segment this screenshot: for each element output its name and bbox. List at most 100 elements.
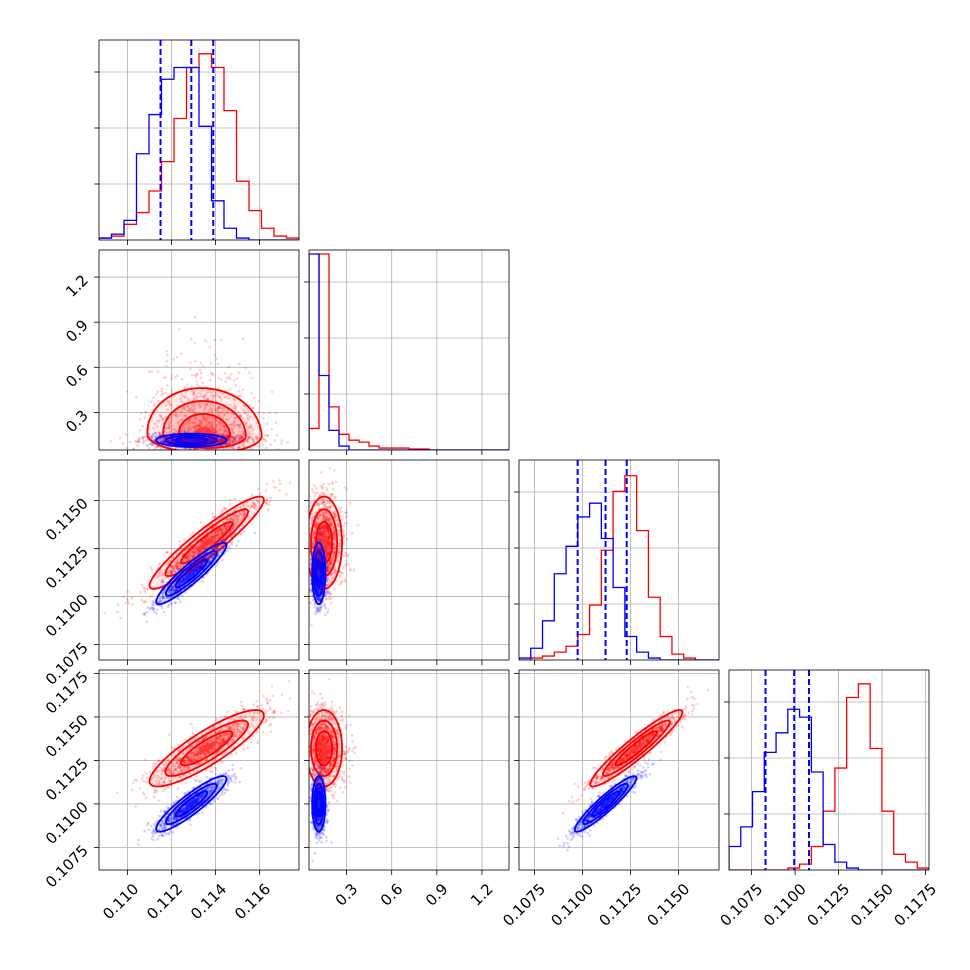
sample-point — [249, 424, 253, 427]
sample-point — [239, 415, 242, 418]
sample-point — [125, 446, 129, 450]
sample-point — [177, 408, 180, 412]
sample-point — [228, 377, 232, 381]
sample-point — [222, 428, 226, 432]
sample-point — [166, 550, 170, 554]
sample-point — [207, 415, 210, 419]
sample-point — [238, 434, 242, 438]
sample-point — [197, 424, 201, 427]
sample-point — [199, 439, 203, 442]
sample-point — [169, 416, 173, 419]
sample-point — [196, 439, 200, 443]
sample-point — [192, 392, 195, 395]
sample-point — [161, 439, 164, 442]
sample-point — [189, 533, 193, 536]
sample-point — [238, 446, 242, 449]
sample-point — [220, 411, 224, 415]
sample-point — [232, 378, 236, 382]
sample-point — [227, 455, 230, 458]
sample-point — [210, 410, 214, 414]
sample-point — [256, 412, 260, 416]
sample-point — [218, 438, 221, 441]
sample-point — [170, 389, 174, 392]
sample-point — [186, 396, 189, 400]
sample-point — [172, 438, 175, 441]
sample-point — [109, 440, 113, 443]
sample-point — [200, 371, 203, 375]
sample-point — [243, 411, 247, 414]
sample-point — [150, 408, 154, 412]
sample-point — [225, 395, 228, 399]
sample-point — [198, 403, 201, 407]
sample-point — [124, 601, 127, 605]
sample-point — [232, 425, 236, 428]
sample-point — [223, 424, 227, 428]
sample-point — [156, 419, 159, 423]
sample-point — [150, 435, 154, 438]
sample-point — [172, 438, 175, 441]
sample-point — [218, 395, 222, 399]
sample-point — [211, 426, 215, 430]
sample-point — [246, 434, 249, 438]
sample-point — [167, 603, 171, 607]
sample-point — [189, 451, 192, 454]
sample-point — [192, 389, 196, 393]
sample-point — [202, 395, 205, 398]
sample-point — [207, 417, 210, 421]
sample-point — [233, 437, 237, 440]
sample-point — [197, 439, 200, 442]
sample-point — [141, 438, 145, 441]
y-tick-label: 0.6 — [62, 361, 92, 391]
sample-point — [278, 478, 281, 482]
sample-point — [204, 339, 207, 343]
sample-point — [168, 420, 171, 424]
sample-point — [231, 440, 235, 443]
sample-point — [198, 438, 201, 442]
sample-point — [164, 375, 168, 379]
sample-point — [250, 522, 253, 526]
sample-point — [233, 438, 237, 442]
sample-point — [225, 411, 229, 414]
sample-point — [210, 438, 213, 441]
sample-point — [212, 428, 215, 432]
sample-point — [194, 454, 197, 457]
sample-point — [172, 428, 175, 431]
sample-point — [193, 315, 197, 319]
sample-point — [208, 415, 212, 418]
sample-point — [230, 435, 234, 439]
sample-point — [191, 404, 194, 407]
sample-point — [213, 394, 216, 398]
sample-point — [214, 430, 218, 434]
sample-point — [155, 608, 159, 611]
sample-point — [219, 438, 223, 441]
sample-point — [267, 503, 271, 507]
sample-point — [189, 408, 193, 411]
sample-point — [309, 504, 312, 508]
sample-point — [211, 421, 215, 425]
sample-point — [256, 437, 260, 441]
sample-point — [243, 441, 246, 444]
sample-point — [130, 596, 134, 600]
sample-point — [200, 422, 204, 426]
sample-point — [305, 544, 308, 547]
sample-point — [176, 420, 179, 424]
sample-point — [224, 442, 227, 446]
sample-point — [231, 429, 234, 433]
sample-point — [171, 438, 174, 441]
sample-point — [199, 420, 203, 423]
sample-point — [194, 424, 197, 428]
sample-point — [183, 407, 186, 411]
sample-point — [175, 430, 178, 434]
sample-point — [145, 439, 148, 442]
sample-point — [264, 489, 268, 492]
sample-point — [232, 447, 236, 450]
sample-point — [228, 439, 232, 442]
sample-point — [165, 349, 169, 353]
sample-point — [251, 432, 254, 436]
sample-point — [228, 452, 231, 455]
sample-point — [249, 415, 252, 419]
sample-point — [182, 429, 186, 433]
sample-point — [207, 439, 211, 442]
sample-point — [152, 404, 156, 408]
sample-point — [331, 488, 335, 491]
